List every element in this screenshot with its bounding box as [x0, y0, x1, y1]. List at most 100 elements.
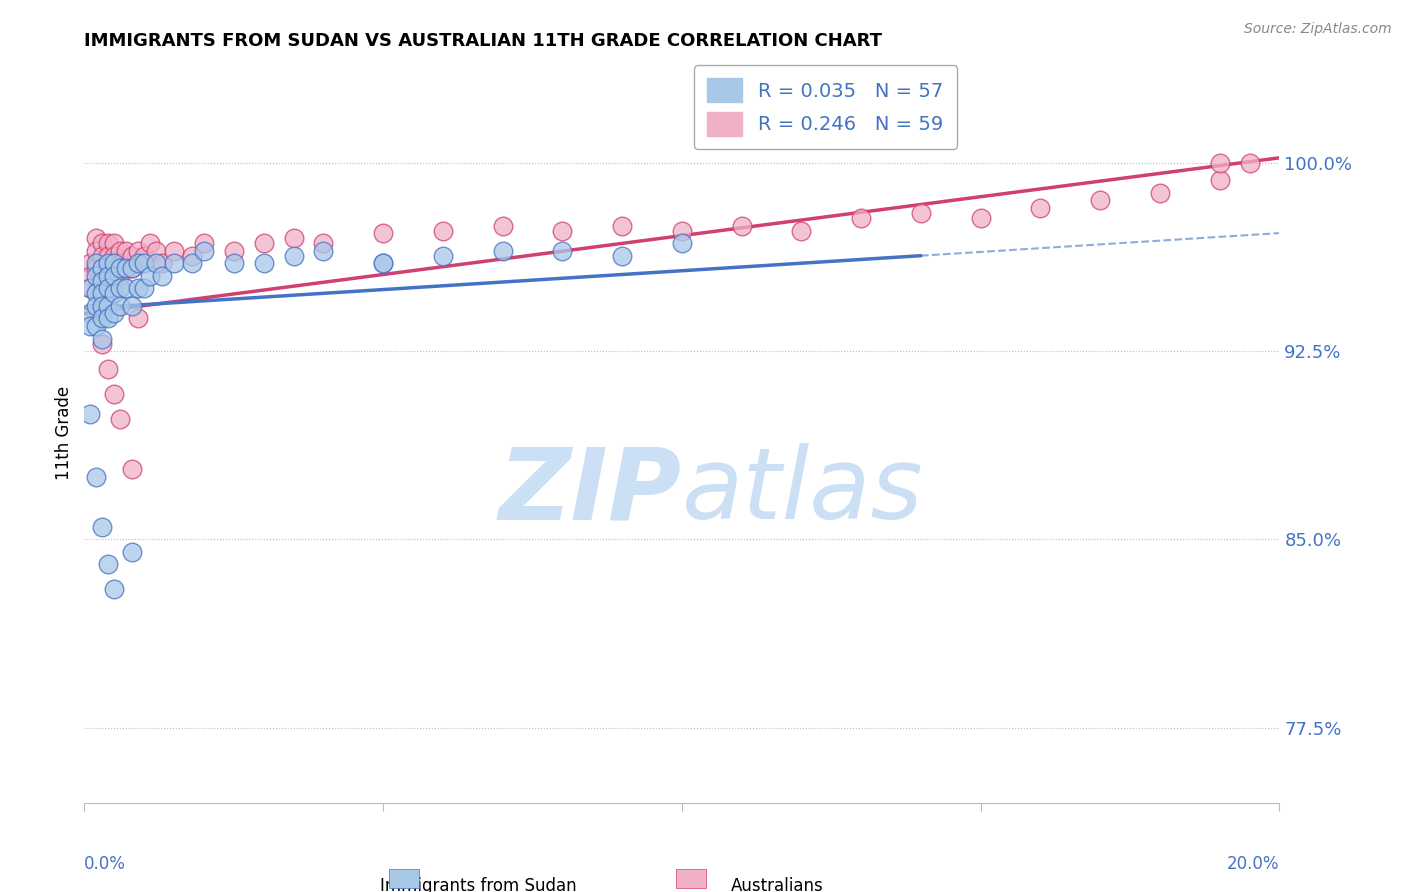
Point [283, 249, 305, 263]
Point [121, 249, 143, 263]
Point [79, 407, 101, 421]
Point [91, 249, 114, 263]
Point [253, 236, 276, 251]
Point [103, 286, 125, 301]
Point [110, 299, 132, 313]
Point [79, 306, 101, 320]
Point [97, 249, 120, 263]
Point [115, 261, 138, 276]
Point [79, 256, 101, 270]
Point [373, 256, 395, 270]
Text: Australians: Australians [731, 877, 824, 892]
Point [110, 244, 132, 258]
FancyBboxPatch shape [676, 870, 706, 888]
Point [103, 268, 125, 283]
Text: IMMIGRANTS FROM SUDAN VS AUSTRALIAN 11TH GRADE CORRELATION CHART: IMMIGRANTS FROM SUDAN VS AUSTRALIAN 11TH… [84, 32, 883, 50]
Text: Immigrants from Sudan: Immigrants from Sudan [381, 877, 576, 892]
Point [222, 256, 245, 270]
Point [181, 249, 204, 263]
Point [110, 261, 132, 276]
Point [127, 244, 149, 258]
Legend: R = 0.035   N = 57, R = 0.246   N = 59: R = 0.035 N = 57, R = 0.246 N = 59 [693, 65, 957, 149]
Point [1209, 173, 1232, 187]
Point [91, 274, 114, 288]
Point [86, 261, 108, 276]
FancyBboxPatch shape [389, 870, 419, 888]
Point [103, 249, 125, 263]
Point [970, 211, 993, 225]
Point [97, 256, 120, 270]
Point [492, 219, 515, 233]
Point [163, 244, 186, 258]
Point [103, 256, 125, 270]
Point [110, 412, 132, 426]
Point [163, 256, 186, 270]
Point [432, 224, 454, 238]
Text: Source: ZipAtlas.com: Source: ZipAtlas.com [1244, 22, 1392, 37]
Point [97, 299, 120, 313]
Point [121, 299, 143, 313]
Point [139, 268, 162, 283]
Text: 20.0%: 20.0% [1227, 855, 1279, 872]
Point [103, 306, 125, 320]
Point [91, 311, 114, 326]
Point [150, 256, 173, 270]
Point [1149, 186, 1171, 200]
Point [86, 231, 108, 245]
Point [910, 206, 932, 220]
Point [790, 224, 813, 238]
Point [103, 261, 125, 276]
Point [86, 469, 108, 483]
Point [91, 261, 114, 276]
Point [103, 236, 125, 251]
Point [121, 462, 143, 476]
Point [79, 281, 101, 295]
Point [97, 281, 120, 295]
Point [91, 520, 114, 534]
Point [150, 268, 173, 283]
Point [86, 318, 108, 333]
Point [373, 226, 395, 240]
Point [312, 236, 335, 251]
Point [253, 256, 276, 270]
Point [91, 286, 114, 301]
Point [551, 244, 574, 258]
Point [91, 336, 114, 351]
Point [79, 318, 101, 333]
Point [731, 219, 754, 233]
Point [97, 268, 120, 283]
Point [1029, 201, 1052, 215]
Point [145, 244, 167, 258]
Point [612, 219, 634, 233]
Point [193, 236, 215, 251]
Point [91, 236, 114, 251]
Text: 0.0%: 0.0% [84, 855, 127, 872]
Point [79, 281, 101, 295]
Point [79, 268, 101, 283]
Point [86, 268, 108, 283]
Y-axis label: 11th Grade: 11th Grade [55, 385, 73, 480]
Point [86, 299, 108, 313]
Point [222, 244, 245, 258]
Point [312, 244, 335, 258]
Point [121, 261, 143, 276]
Point [97, 361, 120, 376]
Text: atlas: atlas [682, 443, 924, 541]
Point [115, 244, 138, 258]
Point [671, 236, 693, 251]
Point [193, 244, 215, 258]
Point [103, 386, 125, 401]
Point [851, 211, 873, 225]
Point [91, 274, 114, 288]
Point [127, 281, 149, 295]
Point [127, 311, 149, 326]
Point [115, 261, 138, 276]
Point [432, 249, 454, 263]
Point [181, 256, 204, 270]
Point [121, 545, 143, 559]
Point [612, 249, 634, 263]
Point [139, 236, 162, 251]
Point [283, 231, 305, 245]
Point [86, 244, 108, 258]
Point [121, 261, 143, 276]
